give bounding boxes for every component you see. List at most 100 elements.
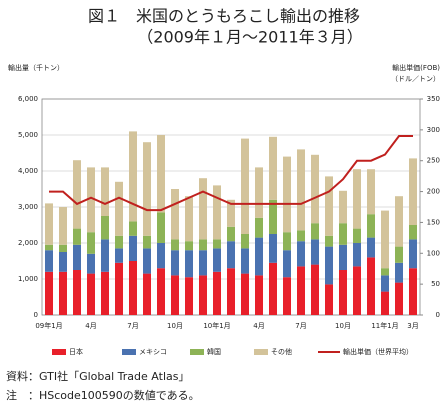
legend-swatch [254,349,268,355]
bar-segment [143,235,151,249]
bar-segment [227,226,235,242]
bar-segment [241,138,249,234]
note: 注 ：HScode100590の数値である。 [6,388,200,402]
bar-segment [143,273,151,315]
bar-segment [171,275,179,315]
chart-title: 図１ 米国のとうもろこし輸出の推移 [88,7,360,26]
bar-segment [283,277,291,315]
y-tick-label: 2,000 [18,239,38,247]
bar-segment [157,243,165,269]
bar-segment [199,275,207,315]
legend-label: 輸出単価（世界平均） [343,347,413,356]
x-tick-label: 09年1月 [35,321,62,330]
bar-segment [227,199,235,227]
bar-segment [171,189,179,240]
bar-segment [73,270,81,315]
y2-tick-label: 150 [427,218,440,226]
bar-segment [339,270,347,315]
bar-segment [269,136,277,200]
bar-segment [45,250,53,272]
bar-segment [213,185,221,240]
y2-axis-label: 輸出単価(FOB) [392,63,440,72]
bar-segment [269,262,277,315]
bar-segment [199,239,207,251]
bar-segment [59,244,67,252]
bar-segment [129,235,137,261]
bar-segment [395,196,403,247]
bar-segment [115,262,123,315]
bar-segment [283,156,291,233]
bar-segment [381,210,389,269]
bar-segment [255,217,263,238]
legend-label: 韓国 [207,347,221,356]
bar-segment [185,277,193,315]
bar-segment [381,268,389,276]
bar-segment [297,241,305,267]
bar-segment [59,252,67,272]
bar-segment [143,248,151,274]
bar-segment [213,239,221,249]
note: 資料：GTI社「Global Trade Atlas」 [6,369,189,383]
x-tick-label: 10年1月 [203,321,230,330]
bar-segment [115,248,123,263]
bar-segment [185,250,193,278]
bar-segment [409,225,417,240]
bar-segment [367,214,375,238]
bar-segment [311,264,319,315]
bar-segment [311,223,319,240]
bar-segment [395,262,403,283]
bar-segment [297,149,305,231]
x-tick-label: 3月 [407,322,418,330]
bar-segment [283,250,291,278]
bar-segment [157,268,165,315]
bar-segment [353,169,361,229]
bar-segment [45,203,53,245]
y2-tick-label: 350 [427,95,440,103]
y2-tick-label: 200 [427,188,440,196]
bar-segment [101,271,109,315]
bar-segment [325,246,333,285]
bar-segment [269,234,277,263]
y2-axis-label: （ドル／トン） [391,75,440,83]
bar-segment [241,248,249,274]
bar-segment [157,212,165,243]
bar-segment [87,232,95,254]
bar-segment [199,178,207,240]
bar-segment [409,268,417,315]
bar-segment [73,228,81,245]
bar-segment [367,237,375,258]
legend-swatch [52,349,66,355]
bar-segment [241,273,249,315]
y-axis-label: 輸出量（千トン） [8,63,64,72]
bar-segment [241,234,249,249]
bar-segment [73,244,81,270]
bar-segment [45,244,53,251]
bar-segment [115,181,123,236]
bar-segment [367,257,375,315]
line [49,135,413,212]
y-tick-label: 6,000 [18,95,38,103]
bar-segment [199,250,207,276]
bar-segment [339,244,347,270]
y2-tick-label: 100 [427,249,440,257]
bar-segment [129,131,137,222]
bar-segment [101,239,109,272]
chart-subtitle: （2009年１月～2011年３月） [137,28,362,47]
bar-segment [381,275,389,292]
bar-segment [409,239,417,269]
y-tick-label: 4,000 [18,167,38,175]
bar-segment [269,199,277,234]
x-tick-label: 10月 [335,322,351,330]
y2-tick-label: 0 [436,311,440,319]
bar-segment [325,284,333,315]
bar-segment [339,223,347,245]
legend-label: 日本 [69,347,83,356]
bar-segment [143,142,151,236]
bar-segment [157,135,165,213]
y-tick-label: 5,000 [18,131,38,139]
bar-segment [73,160,81,229]
bar-segment [213,271,221,315]
bar-segment [59,271,67,315]
bar-segment [367,169,375,215]
bar-segment [227,268,235,315]
